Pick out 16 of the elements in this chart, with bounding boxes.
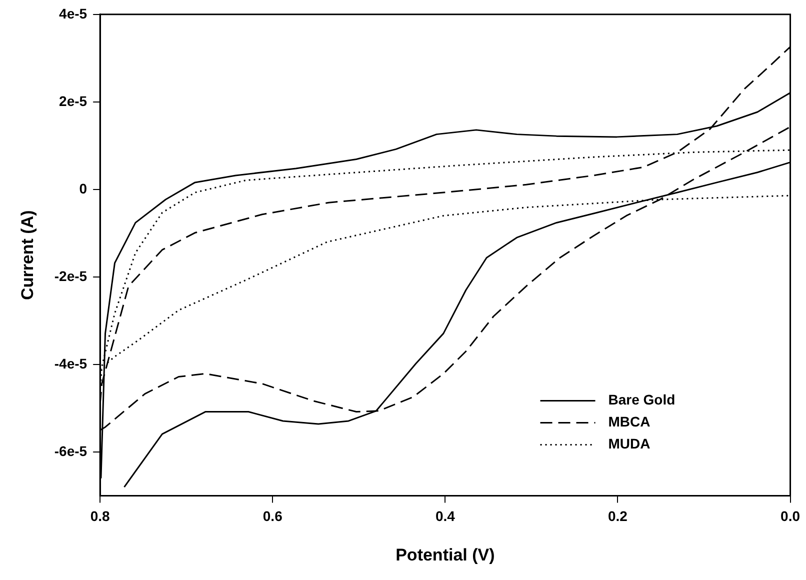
y-tick-label: -2e-5 xyxy=(54,268,88,284)
x-tick-label: 0.0 xyxy=(780,508,800,524)
y-tick-label: -4e-5 xyxy=(54,355,88,372)
legend-label: MBCA xyxy=(608,414,650,430)
x-tick-label: 0.6 xyxy=(262,508,283,524)
y-axis-title: Current (A) xyxy=(18,210,37,300)
x-tick-label: 0.2 xyxy=(608,508,628,524)
y-tick-label: 0 xyxy=(79,180,88,196)
y-tick-label: 4e-5 xyxy=(59,5,88,22)
x-tick-label: 0.8 xyxy=(90,508,110,524)
legend-label: MUDA xyxy=(608,436,650,452)
y-tick-label: 2e-5 xyxy=(59,92,88,109)
legend-label: Bare Gold xyxy=(608,392,676,408)
x-axis-title: Potential (V) xyxy=(396,545,495,564)
x-tick-label: 0.4 xyxy=(435,508,456,524)
y-tick-label: -6e-5 xyxy=(54,442,88,459)
